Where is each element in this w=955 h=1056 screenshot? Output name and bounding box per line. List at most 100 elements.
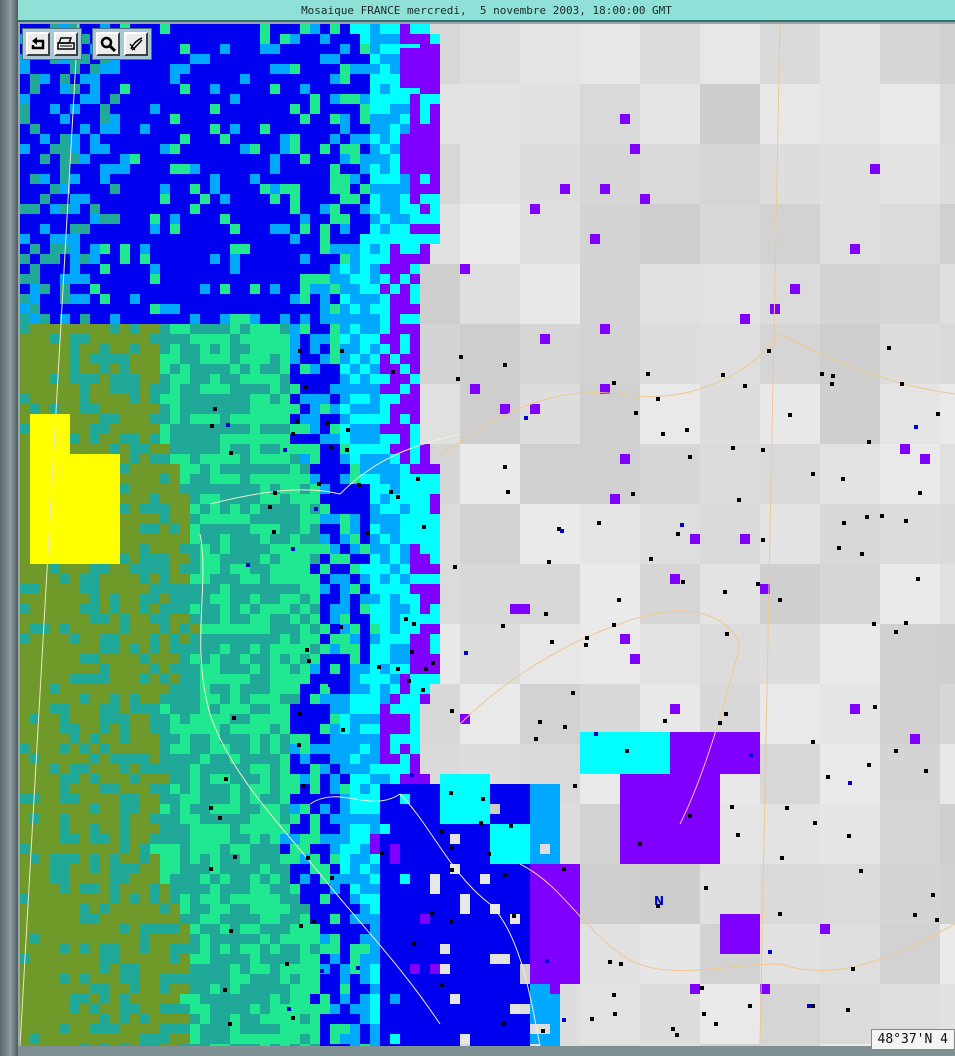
- precip-cell: [420, 584, 430, 594]
- precip-cell: [230, 284, 240, 294]
- precip-cell: [230, 724, 240, 734]
- precip-cell: [100, 874, 110, 884]
- precip-cell: [70, 744, 80, 754]
- precip-cell: [310, 364, 320, 374]
- precip-cell: [340, 864, 350, 874]
- precip-cell: [230, 1014, 240, 1024]
- precip-cell: [240, 514, 250, 524]
- precip-cell: [170, 394, 180, 404]
- precip-cell: [260, 584, 270, 594]
- precip-cell: [170, 164, 180, 174]
- precip-cell: [140, 934, 150, 944]
- precip-speck: [620, 114, 630, 124]
- precip-cell: [90, 794, 100, 804]
- precip-cell: [60, 654, 70, 664]
- precip-cell: [440, 884, 450, 894]
- precip-cell: [100, 944, 110, 954]
- precip-cell: [170, 384, 180, 394]
- precip-cell: [320, 1044, 330, 1046]
- gray-tile: [940, 744, 955, 804]
- precip-cell: [460, 854, 470, 864]
- precip-cell: [190, 894, 200, 904]
- precip-cell: [30, 494, 40, 504]
- precip-cell: [220, 924, 230, 934]
- precip-cell: [340, 644, 350, 654]
- precip-cell: [60, 664, 70, 674]
- precip-cell: [240, 254, 250, 264]
- precip-cell: [250, 134, 260, 144]
- precip-cell: [320, 64, 330, 74]
- precip-cell: [330, 124, 340, 134]
- precip-cell: [30, 854, 40, 864]
- precip-cell: [90, 964, 100, 974]
- precip-cell: [160, 394, 170, 404]
- precip-cell: [200, 434, 210, 444]
- precip-cell: [30, 484, 40, 494]
- precip-cell: [170, 154, 180, 164]
- precip-cell: [410, 734, 420, 744]
- precip-cell: [50, 294, 60, 304]
- precip-cell: [120, 904, 130, 914]
- precip-cell: [150, 124, 160, 134]
- precip-cell: [390, 614, 400, 624]
- precip-cell: [70, 784, 80, 794]
- gray-tile: [760, 804, 820, 864]
- precip-cell: [200, 1044, 210, 1046]
- precip-cell: [170, 184, 180, 194]
- precip-cell: [70, 764, 80, 774]
- precip-cell: [30, 824, 40, 834]
- precip-cell: [260, 704, 270, 714]
- precip-cell: [340, 334, 350, 344]
- precip-cell: [160, 154, 170, 164]
- precip-cell: [90, 384, 100, 394]
- precip-cell: [370, 844, 380, 854]
- precip-cell: [240, 454, 250, 464]
- precip-cell: [200, 24, 210, 34]
- precip-cell: [340, 804, 350, 814]
- precip-cell: [280, 244, 290, 254]
- precip-cell: [180, 954, 190, 964]
- precip-cell: [360, 344, 370, 354]
- precip-cell: [120, 354, 130, 364]
- precip-cell: [320, 104, 330, 114]
- precip-cell: [330, 744, 340, 754]
- precip-cell: [370, 774, 380, 784]
- precip-cell: [150, 694, 160, 704]
- precip-cell: [110, 514, 120, 524]
- precip-cell: [520, 1024, 530, 1034]
- precip-cell: [80, 544, 90, 554]
- precip-cell: [420, 944, 430, 954]
- precip-cell: [90, 164, 100, 174]
- precip-cell: [330, 144, 340, 154]
- precip-cell: [190, 634, 200, 644]
- precip-cell: [200, 184, 210, 194]
- precip-cell: [210, 664, 220, 674]
- precip-cell: [450, 1004, 460, 1014]
- precip-cell: [530, 1034, 540, 1044]
- precip-cell: [70, 814, 80, 824]
- precip-cell: [450, 924, 460, 934]
- station-dot: [209, 867, 213, 871]
- precip-cell: [270, 434, 280, 444]
- precip-cell: [240, 604, 250, 614]
- precip-cell: [60, 734, 70, 744]
- precip-cell: [520, 994, 530, 1004]
- precip-cell: [150, 394, 160, 404]
- precip-cell: [430, 464, 440, 474]
- precip-cell: [30, 184, 40, 194]
- precip-cell: [60, 604, 70, 614]
- precip-cell: [110, 954, 120, 964]
- precip-cell: [350, 294, 360, 304]
- precip-cell: [40, 454, 50, 464]
- radar-map[interactable]: N: [20, 24, 955, 1046]
- precip-cell: [320, 684, 330, 694]
- precip-cell: [50, 834, 60, 844]
- precip-cell: [380, 414, 390, 424]
- precip-cell: [250, 834, 260, 844]
- precip-cell: [50, 894, 60, 904]
- precip-cell: [260, 744, 270, 754]
- precip-cell: [90, 1004, 100, 1014]
- precip-cell: [250, 634, 260, 644]
- precip-cell: [30, 944, 40, 954]
- precip-cell: [70, 274, 80, 284]
